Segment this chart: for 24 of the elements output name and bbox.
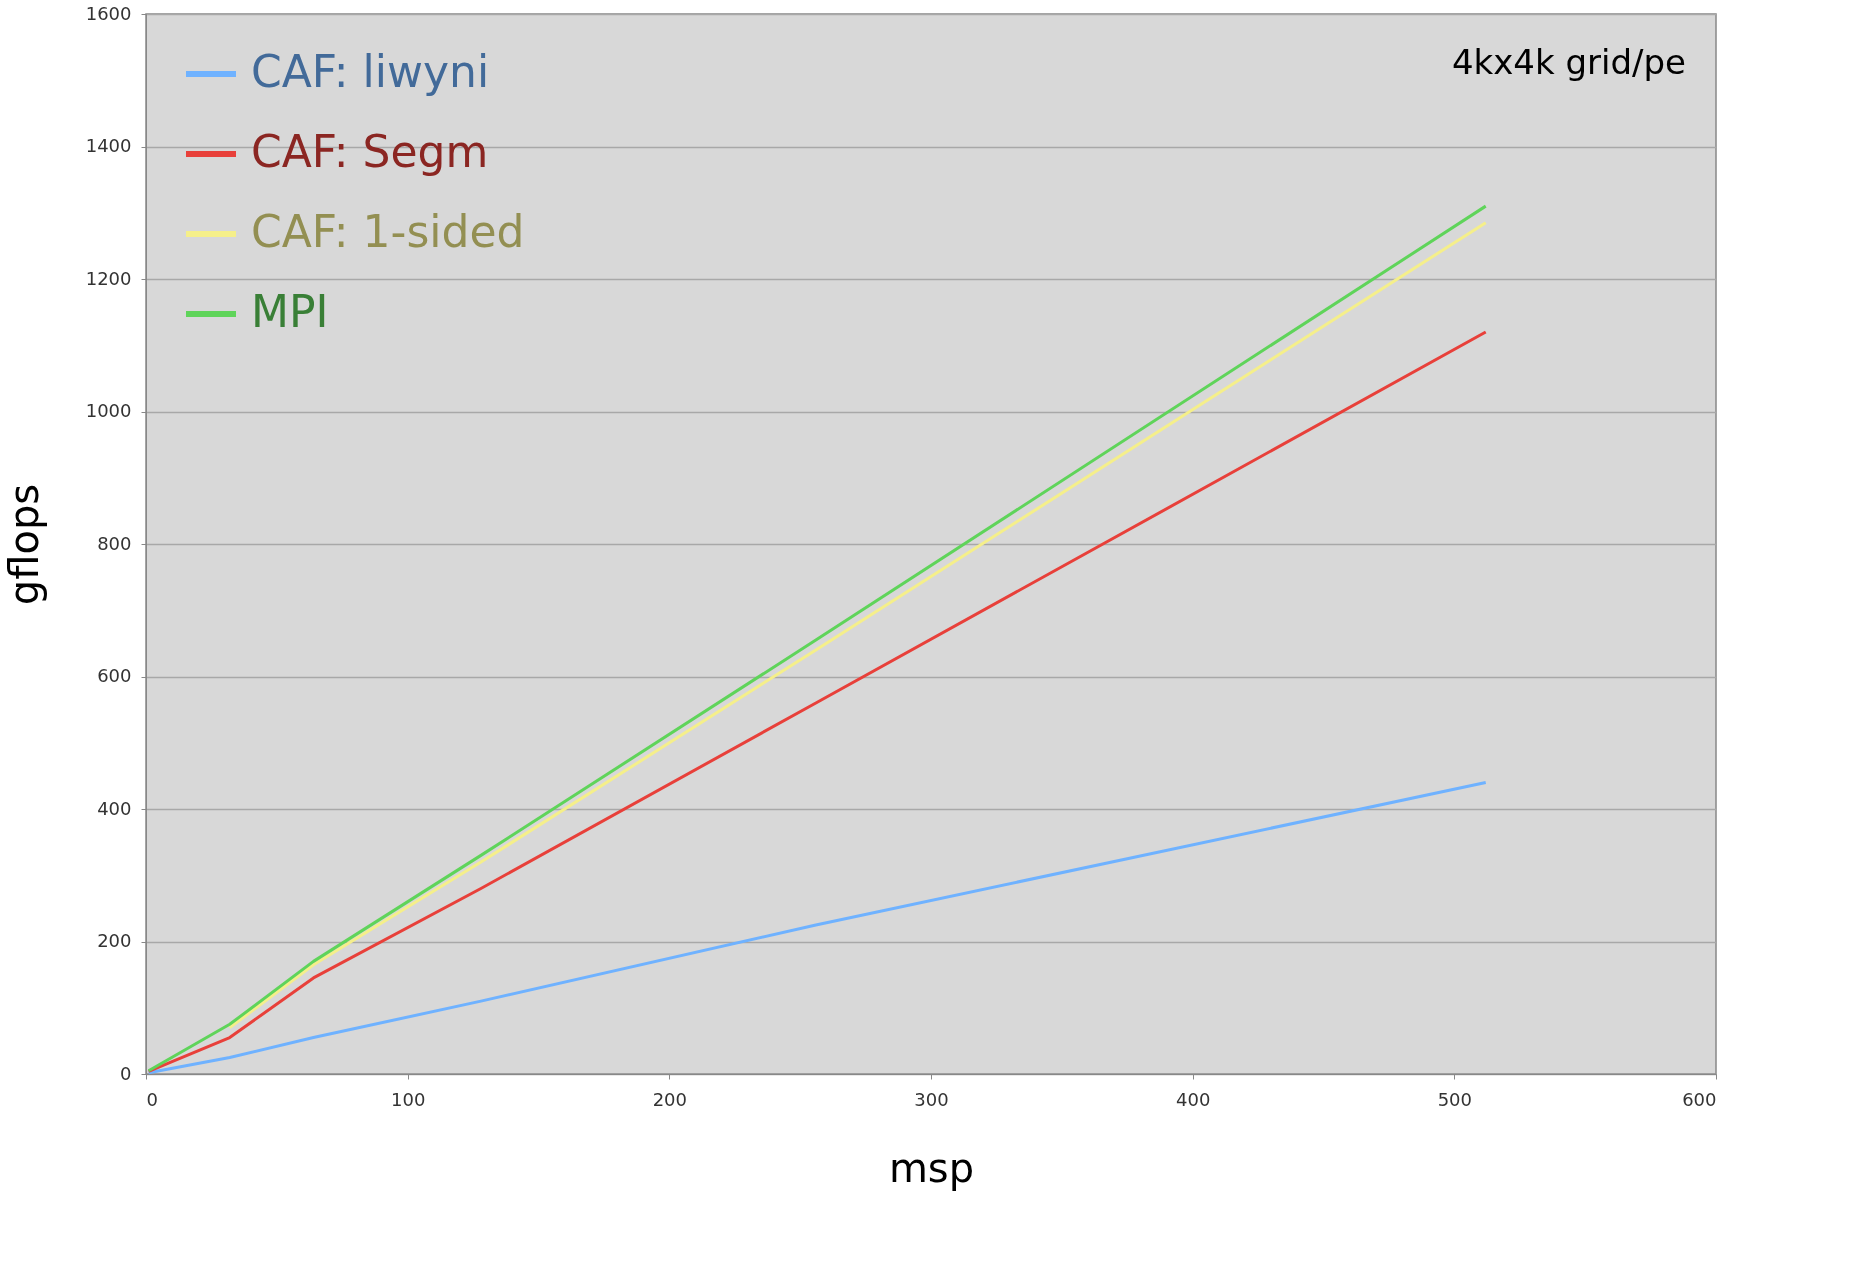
y-tick-label: 1200 [85, 267, 132, 289]
legend-label: CAF: 1-sided [251, 206, 525, 257]
y-tick-label: 1000 [85, 400, 132, 421]
x-tick-label: 200 [652, 1088, 688, 1110]
y-tick-label: 0 [120, 1062, 132, 1084]
x-tick-label: 600 [1682, 1088, 1717, 1110]
x-tick-label: 300 [914, 1088, 949, 1110]
legend-label: CAF: Segm [251, 126, 489, 177]
y-tick-label: 1400 [85, 135, 132, 156]
y-tick-label: 800 [97, 532, 132, 554]
annotation: 4kx4k grid/pe [1451, 42, 1686, 82]
y-tick-label: 1600 [85, 2, 132, 24]
x-tick-label: 0 [146, 1088, 158, 1110]
x-tick-label: 500 [1437, 1088, 1473, 1110]
y-axis-title: gflops [0, 483, 47, 606]
x-tick-label: 100 [390, 1088, 426, 1110]
legend-label: CAF: liwyni [251, 46, 490, 97]
x-tick-label: 400 [1175, 1088, 1211, 1110]
y-tick-label: 200 [97, 930, 132, 951]
y-tick-label: 600 [97, 665, 132, 686]
line-series [147, 781, 1488, 1075]
legend-label: MPI [251, 286, 329, 337]
x-axis-title: msp [888, 1144, 975, 1191]
y-tick-label: 400 [97, 797, 132, 819]
